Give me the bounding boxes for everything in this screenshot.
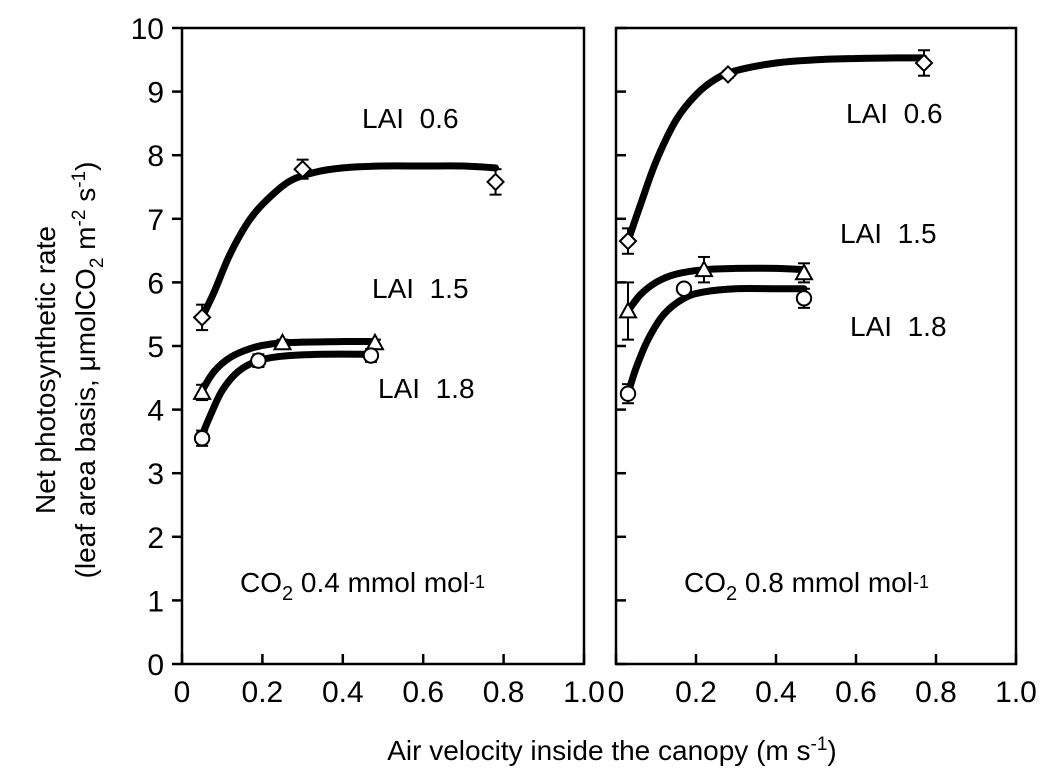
x-tick-label: 0.4 [322, 676, 364, 709]
y-tick-label: 5 [147, 331, 164, 364]
panel-right-co2-0-8: 0 0.2 0.4 0.6 0.8 1.0 LAI 0.6 LAI 1.5 LAI 1.8 CO2… [608, 26, 1037, 709]
y-axis-title-line2: (leaf area basis, μmolCO2 m-2 s-1) [69, 162, 108, 579]
y-tick-label: 3 [147, 458, 164, 491]
data-point-circle [362, 347, 380, 364]
y-tick-label: 2 [147, 522, 164, 555]
y-tick-label: 1 [147, 585, 164, 618]
fitted-curve [624, 285, 808, 398]
data-point-diamond [293, 159, 313, 179]
data-point-diamond [618, 231, 638, 251]
x-tick-label: 0.4 [755, 676, 797, 709]
fitted-curve [198, 338, 379, 395]
fitted-curve [198, 350, 375, 439]
fitted-curve [624, 264, 808, 315]
x-tick-label: 0.2 [242, 676, 284, 709]
y-tick-label: 9 [147, 77, 164, 110]
data-point-diamond [914, 53, 934, 73]
co2-annotation: CO2 0.4 mmol mol-1 [240, 567, 485, 605]
series-label: LAI 0.6 [846, 98, 943, 129]
co2-annotation: CO2 0.8 mmol mol-1 [684, 567, 929, 605]
x-tick-label: 0.8 [483, 676, 525, 709]
y-axis-title: Net photosynthetic rate (leaf area basis… [30, 162, 108, 579]
data-point-triangle [192, 382, 212, 400]
data-point-circle [675, 280, 693, 297]
x-tick-label: 0.6 [402, 676, 444, 709]
y-axis-title-line1: Net photosynthetic rate [30, 226, 61, 514]
y-tick-label: 6 [147, 267, 164, 300]
x-tick-label: 1.0 [995, 676, 1037, 709]
series-diamond [192, 158, 505, 332]
x-axis-title: Air velocity inside the canopy (m s-1) [387, 734, 837, 766]
data-point-triangle [272, 332, 293, 351]
series-triangle [618, 255, 814, 341]
x-tick-label: 0 [608, 676, 625, 709]
series-label: LAI 1.8 [378, 373, 475, 404]
data-point-circle [795, 290, 813, 307]
series-label: LAI 1.8 [850, 311, 947, 342]
x-tick-label: 0 [174, 676, 191, 709]
series-circle [193, 347, 380, 447]
data-point-diamond [192, 307, 212, 327]
series-label: LAI 0.6 [362, 103, 459, 134]
data-point-triangle [618, 300, 638, 319]
series-diamond [618, 49, 934, 255]
y-tick-label: 0 [147, 649, 164, 682]
data-point-circle [193, 430, 211, 447]
series-triangle [192, 332, 385, 402]
y-tick-label: 8 [147, 140, 164, 173]
x-tick-label: 0.8 [915, 676, 957, 709]
data-point-triangle [794, 262, 814, 281]
panel-left-co2-0-4: 0 0.2 0.4 0.6 0.8 1.0 0 1 2 3 4 5 6 7 8 9 10 LAI 0.6 LAI 1… [131, 13, 605, 709]
x-tick-label: 0.6 [835, 676, 877, 709]
y-tick-label: 4 [147, 395, 164, 428]
data-point-circle [250, 352, 267, 369]
data-point-diamond [486, 172, 505, 192]
x-tick-label: 1.0 [563, 676, 605, 709]
data-point-diamond [718, 65, 738, 84]
fitted-curve [624, 54, 928, 245]
y-tick-label: 10 [131, 13, 164, 46]
x-tick-label: 0.2 [675, 676, 717, 709]
series-label: LAI 1.5 [840, 218, 937, 249]
y-tick-label: 7 [147, 204, 164, 237]
series-label: LAI 1.5 [372, 273, 469, 304]
series-circle [619, 280, 813, 405]
data-point-triangle [694, 259, 714, 278]
data-point-circle [619, 385, 637, 402]
